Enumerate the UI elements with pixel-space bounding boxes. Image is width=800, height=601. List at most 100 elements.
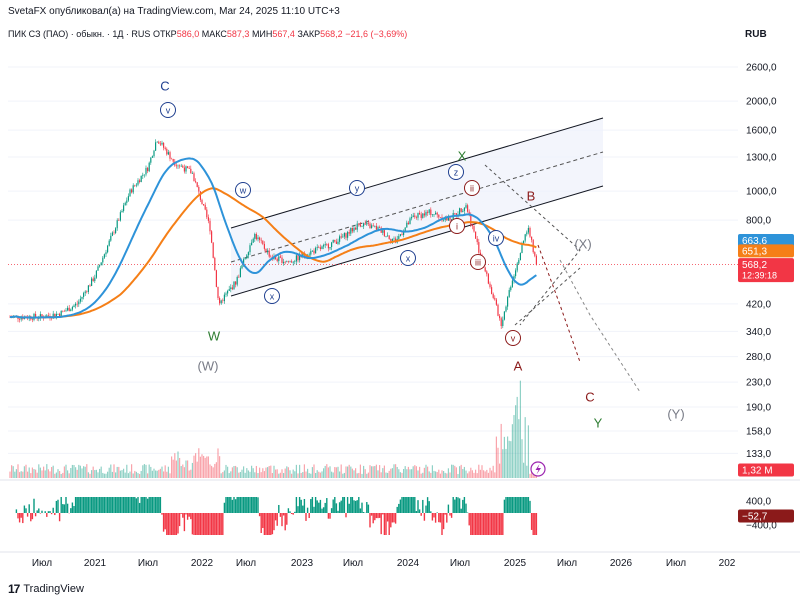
volume-bar: [204, 457, 206, 478]
candle-body: [124, 202, 126, 206]
candle-body: [227, 291, 229, 294]
candle-body: [508, 290, 510, 297]
oscillator-bar: [239, 497, 242, 513]
volume-bar: [286, 466, 288, 478]
candle: [399, 233, 401, 237]
oscillator-bar: [169, 513, 171, 535]
candle-body: [19, 319, 21, 320]
candle-body: [190, 168, 192, 174]
oscillator-bar: [119, 497, 122, 513]
candle-body: [302, 252, 304, 258]
tradingview-logo[interactable]: 17 TradingView: [8, 582, 84, 596]
oscillator-bar: [505, 497, 507, 513]
oscillator-bar: [313, 506, 315, 513]
candle: [203, 203, 205, 206]
wave-label: W: [208, 329, 221, 344]
candle: [363, 222, 365, 229]
oscillator-bar: [481, 513, 483, 535]
volume-bar: [156, 470, 158, 478]
candle: [212, 242, 214, 259]
candle: [270, 254, 272, 258]
oscillator-bar: [250, 497, 253, 513]
candle-body: [446, 217, 448, 221]
candle-body: [92, 278, 94, 282]
oscillator-bar: [204, 513, 206, 535]
oscillator-bar: [370, 513, 373, 516]
symbol-name[interactable]: ПИК СЗ (ПАО) · обыкн. · 1Д · RUS: [8, 29, 151, 39]
candle-body: [342, 236, 344, 238]
oscillator-bar: [506, 497, 509, 513]
forecast-triangle-upper: [484, 164, 581, 326]
volume-bar: [329, 466, 331, 478]
oscillator-bar: [268, 513, 270, 535]
candle: [475, 231, 477, 239]
volume-bar: [91, 470, 93, 478]
volume-bar: [129, 471, 131, 478]
candle: [353, 225, 355, 233]
oscillator-bar: [98, 497, 101, 513]
candle: [283, 258, 285, 266]
candle-body: [404, 227, 406, 232]
candle-body: [151, 156, 153, 158]
currency-label[interactable]: RUB: [745, 29, 767, 40]
volume-bar: [79, 465, 81, 478]
candle: [473, 224, 475, 233]
forecast-paths: [484, 164, 641, 393]
candle-body: [351, 227, 353, 232]
oscillator-bar: [359, 508, 362, 513]
badge-orange-ma-value: 651,3: [742, 246, 767, 257]
volume-bar: [375, 464, 377, 478]
oscillator-bar: [161, 513, 163, 515]
candle: [86, 290, 88, 294]
volume-bar: [367, 472, 369, 478]
oscillator-bar: [238, 497, 240, 513]
candle-body: [425, 211, 427, 216]
oscillator-bar: [430, 511, 432, 513]
oscillator-bar: [388, 513, 390, 535]
volume-bar: [473, 472, 475, 478]
candle: [91, 276, 93, 287]
oscillator-bar: [367, 504, 370, 513]
candle-body: [39, 314, 41, 319]
oscillator-bar: [212, 513, 214, 535]
oscillator-bar: [490, 513, 493, 535]
candle-body: [363, 223, 365, 227]
volume-bar: [25, 464, 27, 478]
volume-bar: [273, 465, 275, 478]
volume-bar: [188, 470, 190, 478]
candle-body: [167, 152, 169, 155]
volume-bars: [9, 380, 537, 478]
volume-bar: [483, 470, 485, 478]
candle-body: [486, 271, 488, 275]
oscillator-bar: [284, 513, 286, 531]
volume-bar: [191, 462, 193, 478]
volume-bar: [94, 470, 96, 478]
tradingview-logo-text: TradingView: [23, 583, 84, 595]
volume-bar: [172, 459, 174, 478]
candle-body: [95, 270, 97, 278]
oscillator-bar: [526, 497, 528, 513]
oscillator-bar: [462, 499, 464, 513]
volume-bar: [399, 472, 401, 478]
volume-bar: [308, 473, 310, 478]
oscillator-bar: [479, 513, 482, 535]
volume-bar: [500, 423, 502, 478]
candle-body: [399, 234, 401, 237]
volume-bar: [363, 465, 365, 478]
candle-body: [31, 319, 33, 320]
candle: [465, 202, 467, 209]
candle: [265, 248, 267, 254]
oscillator-bar: [89, 497, 91, 513]
wave-label: v: [160, 102, 176, 118]
candle: [316, 244, 318, 251]
candle: [255, 232, 257, 241]
x-tick-label: 2026: [610, 558, 633, 569]
volume-bar: [371, 466, 373, 478]
volume-bar: [446, 473, 448, 478]
candle: [163, 142, 165, 151]
candle: [257, 234, 259, 242]
oscillator-bar: [246, 497, 248, 513]
candle: [510, 285, 512, 292]
oscillator-bar: [60, 497, 62, 513]
